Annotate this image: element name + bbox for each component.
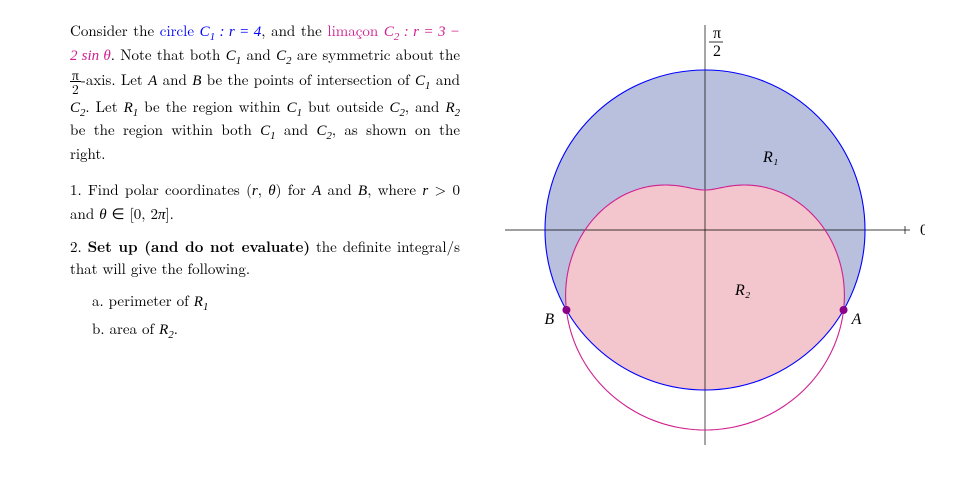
question-2-sublist: a. perimeter of R1 b. area of R2. bbox=[92, 290, 460, 342]
circle-link: circle C1 : r = 4 bbox=[160, 20, 261, 41]
axis-label-pi2: π bbox=[713, 25, 721, 42]
label-R2: R₂ bbox=[734, 282, 751, 299]
axis-label-pi2-den: 2 bbox=[713, 43, 721, 60]
q2a-text: perimeter of R1 bbox=[109, 290, 209, 311]
intro-pre: Consider the bbox=[70, 20, 160, 41]
q2b-num: b. bbox=[92, 318, 105, 339]
point-A-marker bbox=[840, 306, 848, 314]
intro-rest-2: -axis. Let A and B be the points of inte… bbox=[70, 69, 460, 164]
figure-column: 0 π2 R₁ R₂ A B bbox=[480, 20, 930, 460]
q2b-text: area of R2. bbox=[110, 318, 178, 339]
question-1: 1. Find polar coordinates (r, θ) for A a… bbox=[70, 179, 460, 227]
question-2: 2. Set up (and do not evaluate) the defi… bbox=[70, 236, 460, 280]
point-B-marker bbox=[562, 306, 570, 314]
intro-rest-1: . Note that both C1 and C2 are symmetric… bbox=[111, 44, 460, 65]
c1-equation: C1 : r = 4 bbox=[200, 24, 262, 40]
q2a: a. perimeter of R1 bbox=[92, 290, 460, 314]
q1-number: 1. bbox=[70, 179, 82, 200]
label-A: A bbox=[851, 311, 862, 328]
intro-paragraph: Consider the circle C1 : r = 4, and the … bbox=[70, 20, 460, 165]
label-B: B bbox=[544, 311, 554, 328]
problem-text: Consider the circle C1 : r = 4, and the … bbox=[70, 20, 460, 460]
q2-number: 2. bbox=[70, 236, 82, 257]
pi-over-2-frac: π2 bbox=[70, 68, 81, 96]
q2a-num: a. bbox=[92, 290, 104, 311]
q2b: b. area of R2. bbox=[92, 318, 460, 342]
intro-mid: , and the bbox=[261, 20, 327, 41]
q2-text: Set up (and do not evaluate) the definit… bbox=[70, 236, 460, 279]
polar-plot: 0 π2 R₁ R₂ A B bbox=[485, 20, 925, 460]
label-R1: R₁ bbox=[762, 149, 778, 166]
q1-text: Find polar coordinates (r, θ) for A and … bbox=[70, 179, 460, 224]
axis-label-0: 0 bbox=[920, 222, 925, 239]
